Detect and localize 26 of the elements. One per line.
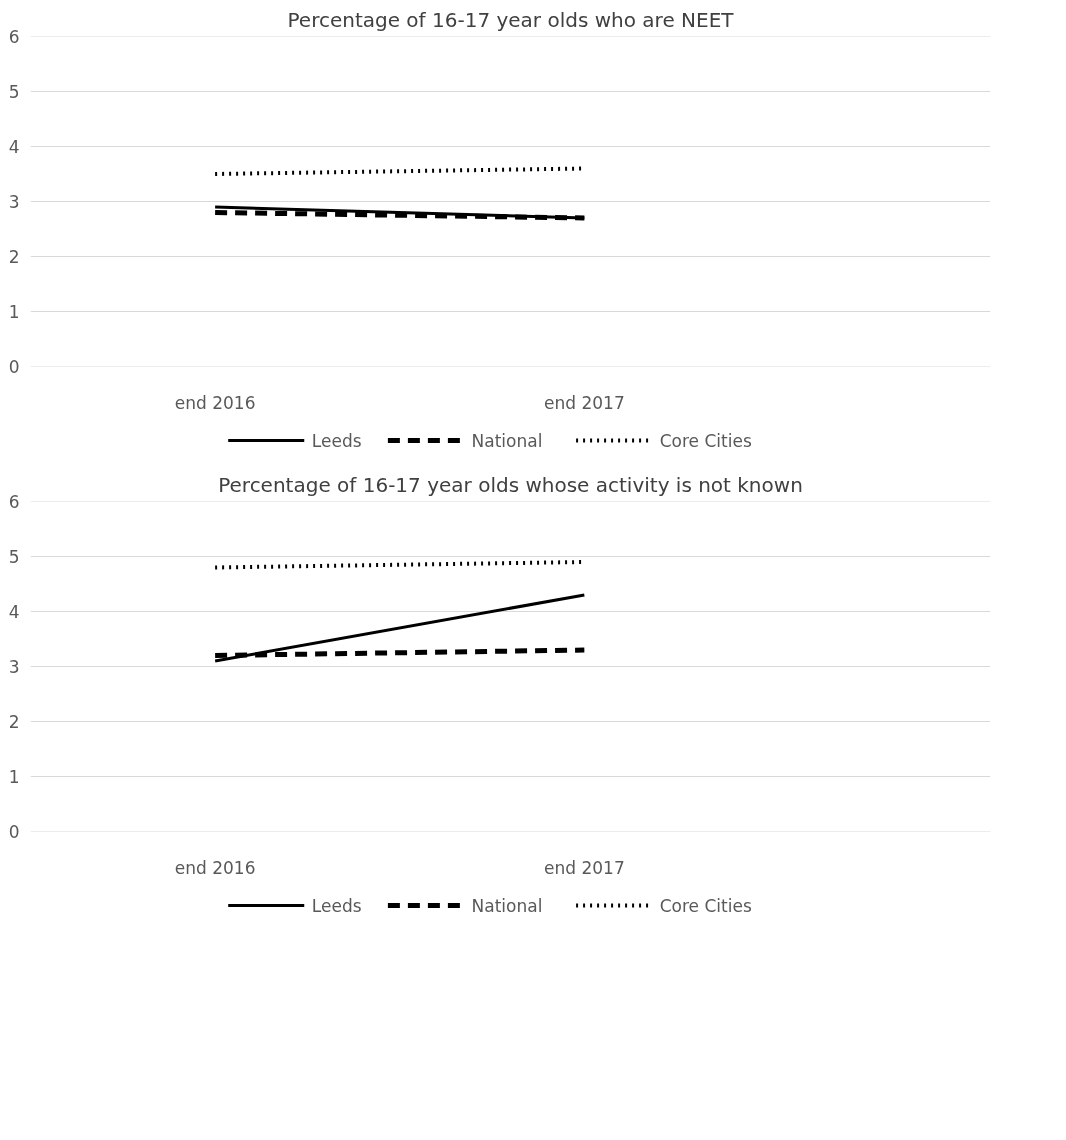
legend-label: Leeds [311,895,362,916]
y-tick-label: 4 [8,137,20,157]
y-tick-label: 0 [8,822,20,842]
y-tick-label: 2 [8,712,20,732]
x-tick-label: end 2017 [544,392,625,413]
legend-label: National [471,895,543,916]
y-tick-label: 2 [8,247,20,267]
y-tick-label: 3 [8,657,20,677]
x-tick-label: end 2017 [544,857,625,878]
y-tick-label: 3 [8,192,20,212]
y-tick-label: 5 [8,82,20,102]
y-tick-label: 6 [8,492,20,512]
x-tick-label: end 2016 [174,857,256,878]
legend-label: Core Cities [659,430,752,451]
legend-label: Leeds [311,430,362,451]
chart-title: Percentage of 16-17 year olds who are NEET [287,7,735,32]
legend-label: Core Cities [659,895,752,916]
legend-label: National [471,430,543,451]
y-tick-label: 0 [8,357,20,377]
y-tick-label: 1 [8,302,20,322]
y-tick-label: 5 [8,547,20,567]
x-tick-label: end 2016 [174,392,256,413]
y-tick-label: 1 [8,767,20,787]
chart-title: Percentage of 16-17 year olds whose activity is not known [218,472,803,497]
y-tick-label: 4 [8,602,20,622]
y-tick-label: 6 [8,27,20,47]
